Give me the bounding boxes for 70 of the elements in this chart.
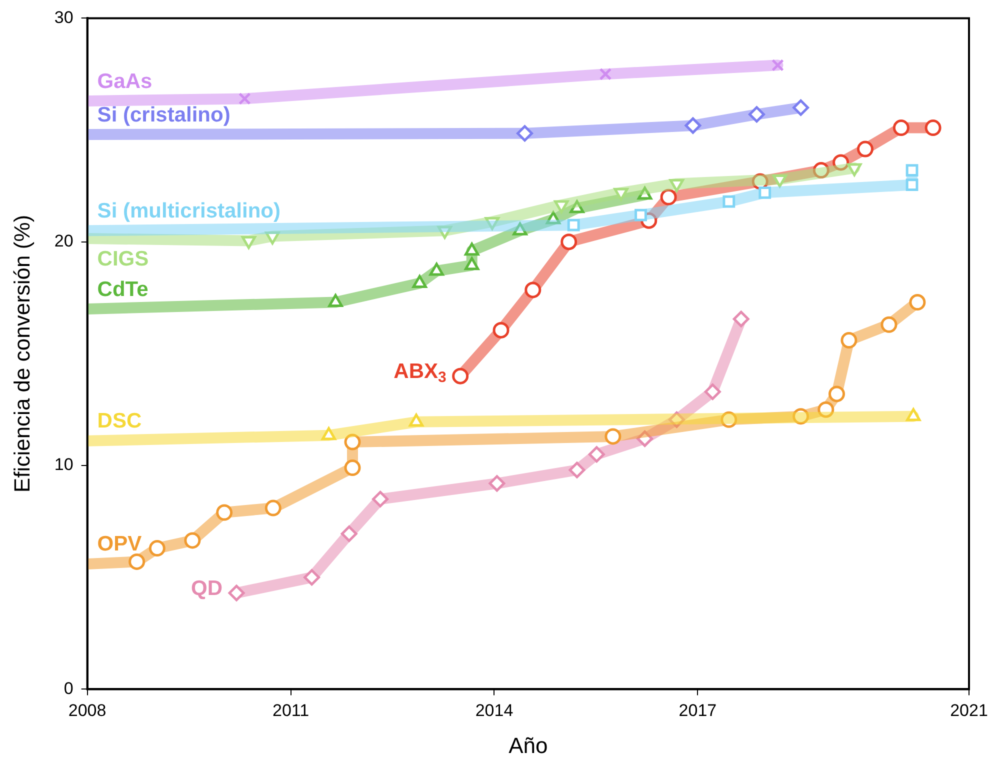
y-tick-label: 10 [54, 455, 74, 474]
point [752, 173, 768, 190]
series-label: DSC [97, 410, 142, 433]
point [304, 569, 320, 586]
point [668, 411, 685, 428]
point [216, 504, 233, 521]
y-axis-title: Eficiencia de conversión (%) [9, 214, 34, 492]
x-tick-label: 2021 [950, 701, 988, 720]
point [909, 294, 926, 311]
point [264, 500, 282, 516]
series-label: CdTe [97, 278, 148, 301]
point [524, 282, 542, 298]
point [880, 316, 898, 333]
point [732, 310, 750, 328]
point [344, 434, 361, 450]
point [906, 178, 918, 192]
point [567, 218, 580, 232]
point [599, 68, 612, 80]
series-label: QD [191, 576, 223, 600]
point [588, 446, 605, 463]
point [238, 92, 251, 105]
point [840, 332, 858, 349]
point [148, 540, 166, 557]
point [228, 584, 245, 602]
series-label: GaAs [97, 70, 152, 93]
point [924, 120, 942, 136]
point [812, 162, 830, 179]
point [720, 411, 738, 428]
point [748, 106, 765, 123]
point [832, 154, 850, 171]
point [128, 553, 146, 570]
x-tick-label: 2011 [272, 701, 310, 720]
point [722, 195, 736, 208]
y-tick-label: 20 [54, 232, 74, 251]
point [772, 58, 784, 72]
point [906, 164, 918, 176]
point [792, 99, 810, 116]
point [892, 120, 910, 136]
point [636, 430, 654, 447]
point [818, 401, 834, 418]
point [340, 526, 358, 542]
x-tick-label: 2014 [475, 701, 514, 720]
point [684, 117, 702, 134]
x-tick-label: 2008 [68, 701, 106, 720]
point [328, 294, 343, 308]
point [758, 186, 772, 199]
point [660, 188, 677, 206]
point [492, 322, 510, 338]
point [452, 368, 469, 384]
y-tick-label: 0 [64, 678, 74, 698]
point [856, 140, 874, 158]
point [560, 234, 578, 250]
point [604, 428, 622, 445]
y-tick-label: 30 [54, 8, 74, 27]
series-label: CIGS [97, 247, 149, 270]
point [792, 408, 810, 425]
x-axis-title: Año [508, 732, 548, 758]
x-tick-label: 2017 [678, 701, 717, 720]
point [372, 490, 389, 508]
point [634, 208, 647, 222]
point [184, 532, 201, 549]
series-label: Si (multicristalino) [97, 199, 280, 222]
series-label: OPV [97, 532, 142, 556]
point [568, 462, 586, 478]
series-label: Si (cristalino) [97, 103, 230, 126]
point [344, 460, 361, 476]
point [828, 386, 845, 402]
point [488, 475, 506, 492]
point [704, 383, 721, 400]
point [516, 125, 534, 142]
